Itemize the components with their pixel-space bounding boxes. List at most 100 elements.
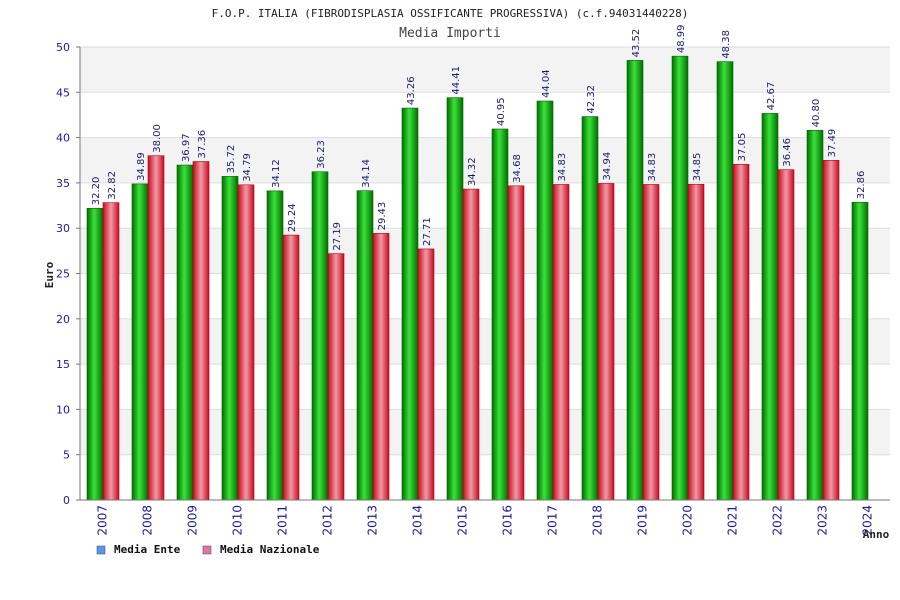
data-label: 35.72	[226, 145, 237, 174]
plot-background	[80, 47, 890, 500]
data-labels: 32.20 32.82 34.89 38.00 36.97 37.36 35.72 34.79…	[91, 25, 867, 251]
x-tick-label: 2021	[726, 505, 740, 536]
bar-media-nazionale-2017	[552, 184, 570, 501]
bar-media-ente-2017	[536, 100, 554, 501]
bar-media-nazionale-2023	[822, 160, 840, 501]
plot-band	[80, 318, 890, 365]
data-label: 34.68	[512, 154, 523, 183]
x-tick-label: 2011	[276, 505, 290, 536]
bar-media-nazionale-2008	[147, 155, 165, 501]
data-label: 36.97	[181, 133, 192, 162]
data-label: 48.99	[676, 25, 687, 54]
legend-label-media-ente: Media Ente	[114, 543, 181, 556]
data-label: 32.86	[856, 171, 867, 200]
x-tick-label: 2019	[636, 505, 650, 536]
data-label: 27.19	[332, 222, 343, 251]
bar-media-ente-2009	[176, 164, 194, 501]
y-axis-label: Euro	[43, 261, 56, 288]
data-label: 32.20	[91, 177, 102, 206]
legend-label-media-nazionale: Media Nazionale	[220, 543, 320, 556]
x-tick-label: 2008	[141, 505, 155, 536]
bar-media-nazionale-2013	[372, 233, 390, 501]
data-label: 48.38	[721, 30, 732, 59]
x-axis-ticks: 2007 2008 2009 2010 2011 2012 2013 2014 2015 2016…	[96, 505, 875, 536]
legend-swatch-media-ente	[96, 545, 106, 555]
data-label: 34.12	[271, 159, 282, 188]
bar-media-nazionale-2010	[237, 184, 255, 501]
data-label: 36.23	[316, 140, 327, 169]
bar-media-ente-2021	[716, 61, 734, 501]
y-tick-label: 15	[56, 358, 70, 371]
bar-media-ente-2022	[761, 113, 779, 501]
legend: Media Ente Media Nazionale	[96, 543, 320, 556]
y-tick-label: 0	[63, 494, 70, 507]
plot-band	[80, 47, 890, 93]
data-label: 29.43	[377, 202, 388, 231]
bar-media-nazionale-2022	[777, 169, 795, 501]
data-label: 40.80	[811, 99, 822, 128]
data-label: 34.83	[557, 153, 568, 182]
plot-band	[80, 409, 890, 455]
x-axis-label: Anno	[863, 528, 890, 541]
bar-media-nazionale-2009	[192, 161, 210, 501]
bar-media-nazionale-2019	[642, 184, 660, 501]
data-label: 38.00	[152, 124, 163, 153]
plot-band	[80, 364, 890, 410]
x-tick-label: 2023	[816, 505, 830, 536]
y-tick-label: 30	[56, 222, 70, 235]
bar-media-ente-2012	[311, 171, 329, 501]
bar-media-ente-2019	[626, 60, 644, 501]
bar-media-nazionale-2014	[417, 248, 435, 501]
data-label: 42.67	[766, 82, 777, 111]
x-tick-label: 2013	[366, 505, 380, 536]
data-label: 32.82	[107, 171, 118, 200]
bar-media-ente-2008	[131, 183, 149, 501]
data-label: 37.49	[827, 129, 838, 158]
data-label: 34.79	[242, 153, 253, 182]
bar-media-ente-2023	[806, 130, 824, 501]
x-tick-label: 2024	[861, 505, 875, 536]
data-label: 34.14	[361, 159, 372, 188]
bar-media-nazionale-2018	[597, 183, 615, 501]
data-label: 36.46	[782, 138, 793, 167]
y-axis-ticks: 0 5 10 15 20 25 30 35 40 45 50	[56, 41, 80, 507]
data-label: 44.41	[451, 66, 462, 95]
data-label: 34.32	[467, 157, 478, 186]
y-tick-label: 40	[56, 132, 70, 145]
y-tick-label: 5	[63, 449, 70, 462]
data-label: 43.26	[406, 76, 417, 105]
bar-media-nazionale-2007	[102, 202, 120, 501]
bar-media-nazionale-2021	[732, 164, 750, 501]
data-label: 34.89	[136, 152, 147, 181]
x-tick-label: 2017	[546, 505, 560, 536]
data-label: 27.71	[422, 217, 433, 246]
bar-media-ente-2014	[401, 107, 419, 501]
y-tick-label: 10	[56, 403, 70, 416]
bar-media-nazionale-2020	[687, 183, 705, 501]
y-tick-label: 45	[56, 86, 70, 99]
bar-media-ente-2010	[221, 176, 239, 501]
bar-media-nazionale-2015	[462, 188, 480, 501]
data-label: 34.83	[647, 153, 658, 182]
bar-media-ente-2016	[491, 128, 509, 501]
bar-media-ente-2018	[581, 116, 599, 501]
data-label: 44.04	[541, 69, 552, 98]
bar-media-nazionale-2016	[507, 185, 525, 501]
bar-media-ente-2015	[446, 97, 464, 501]
x-tick-label: 2020	[681, 505, 695, 536]
x-tick-label: 2010	[231, 505, 245, 536]
data-label: 37.05	[737, 133, 748, 162]
plot-band	[80, 454, 890, 500]
bar-media-ente-2013	[356, 190, 374, 501]
plot-band	[80, 182, 890, 229]
x-tick-label: 2022	[771, 505, 785, 536]
data-label: 40.95	[496, 97, 507, 126]
bar-media-ente-2024	[851, 201, 869, 501]
x-tick-label: 2012	[321, 505, 335, 536]
plot-band	[80, 228, 890, 274]
x-tick-label: 2015	[456, 505, 470, 536]
x-tick-label: 2007	[96, 505, 110, 536]
legend-swatch-media-nazionale	[202, 545, 212, 555]
